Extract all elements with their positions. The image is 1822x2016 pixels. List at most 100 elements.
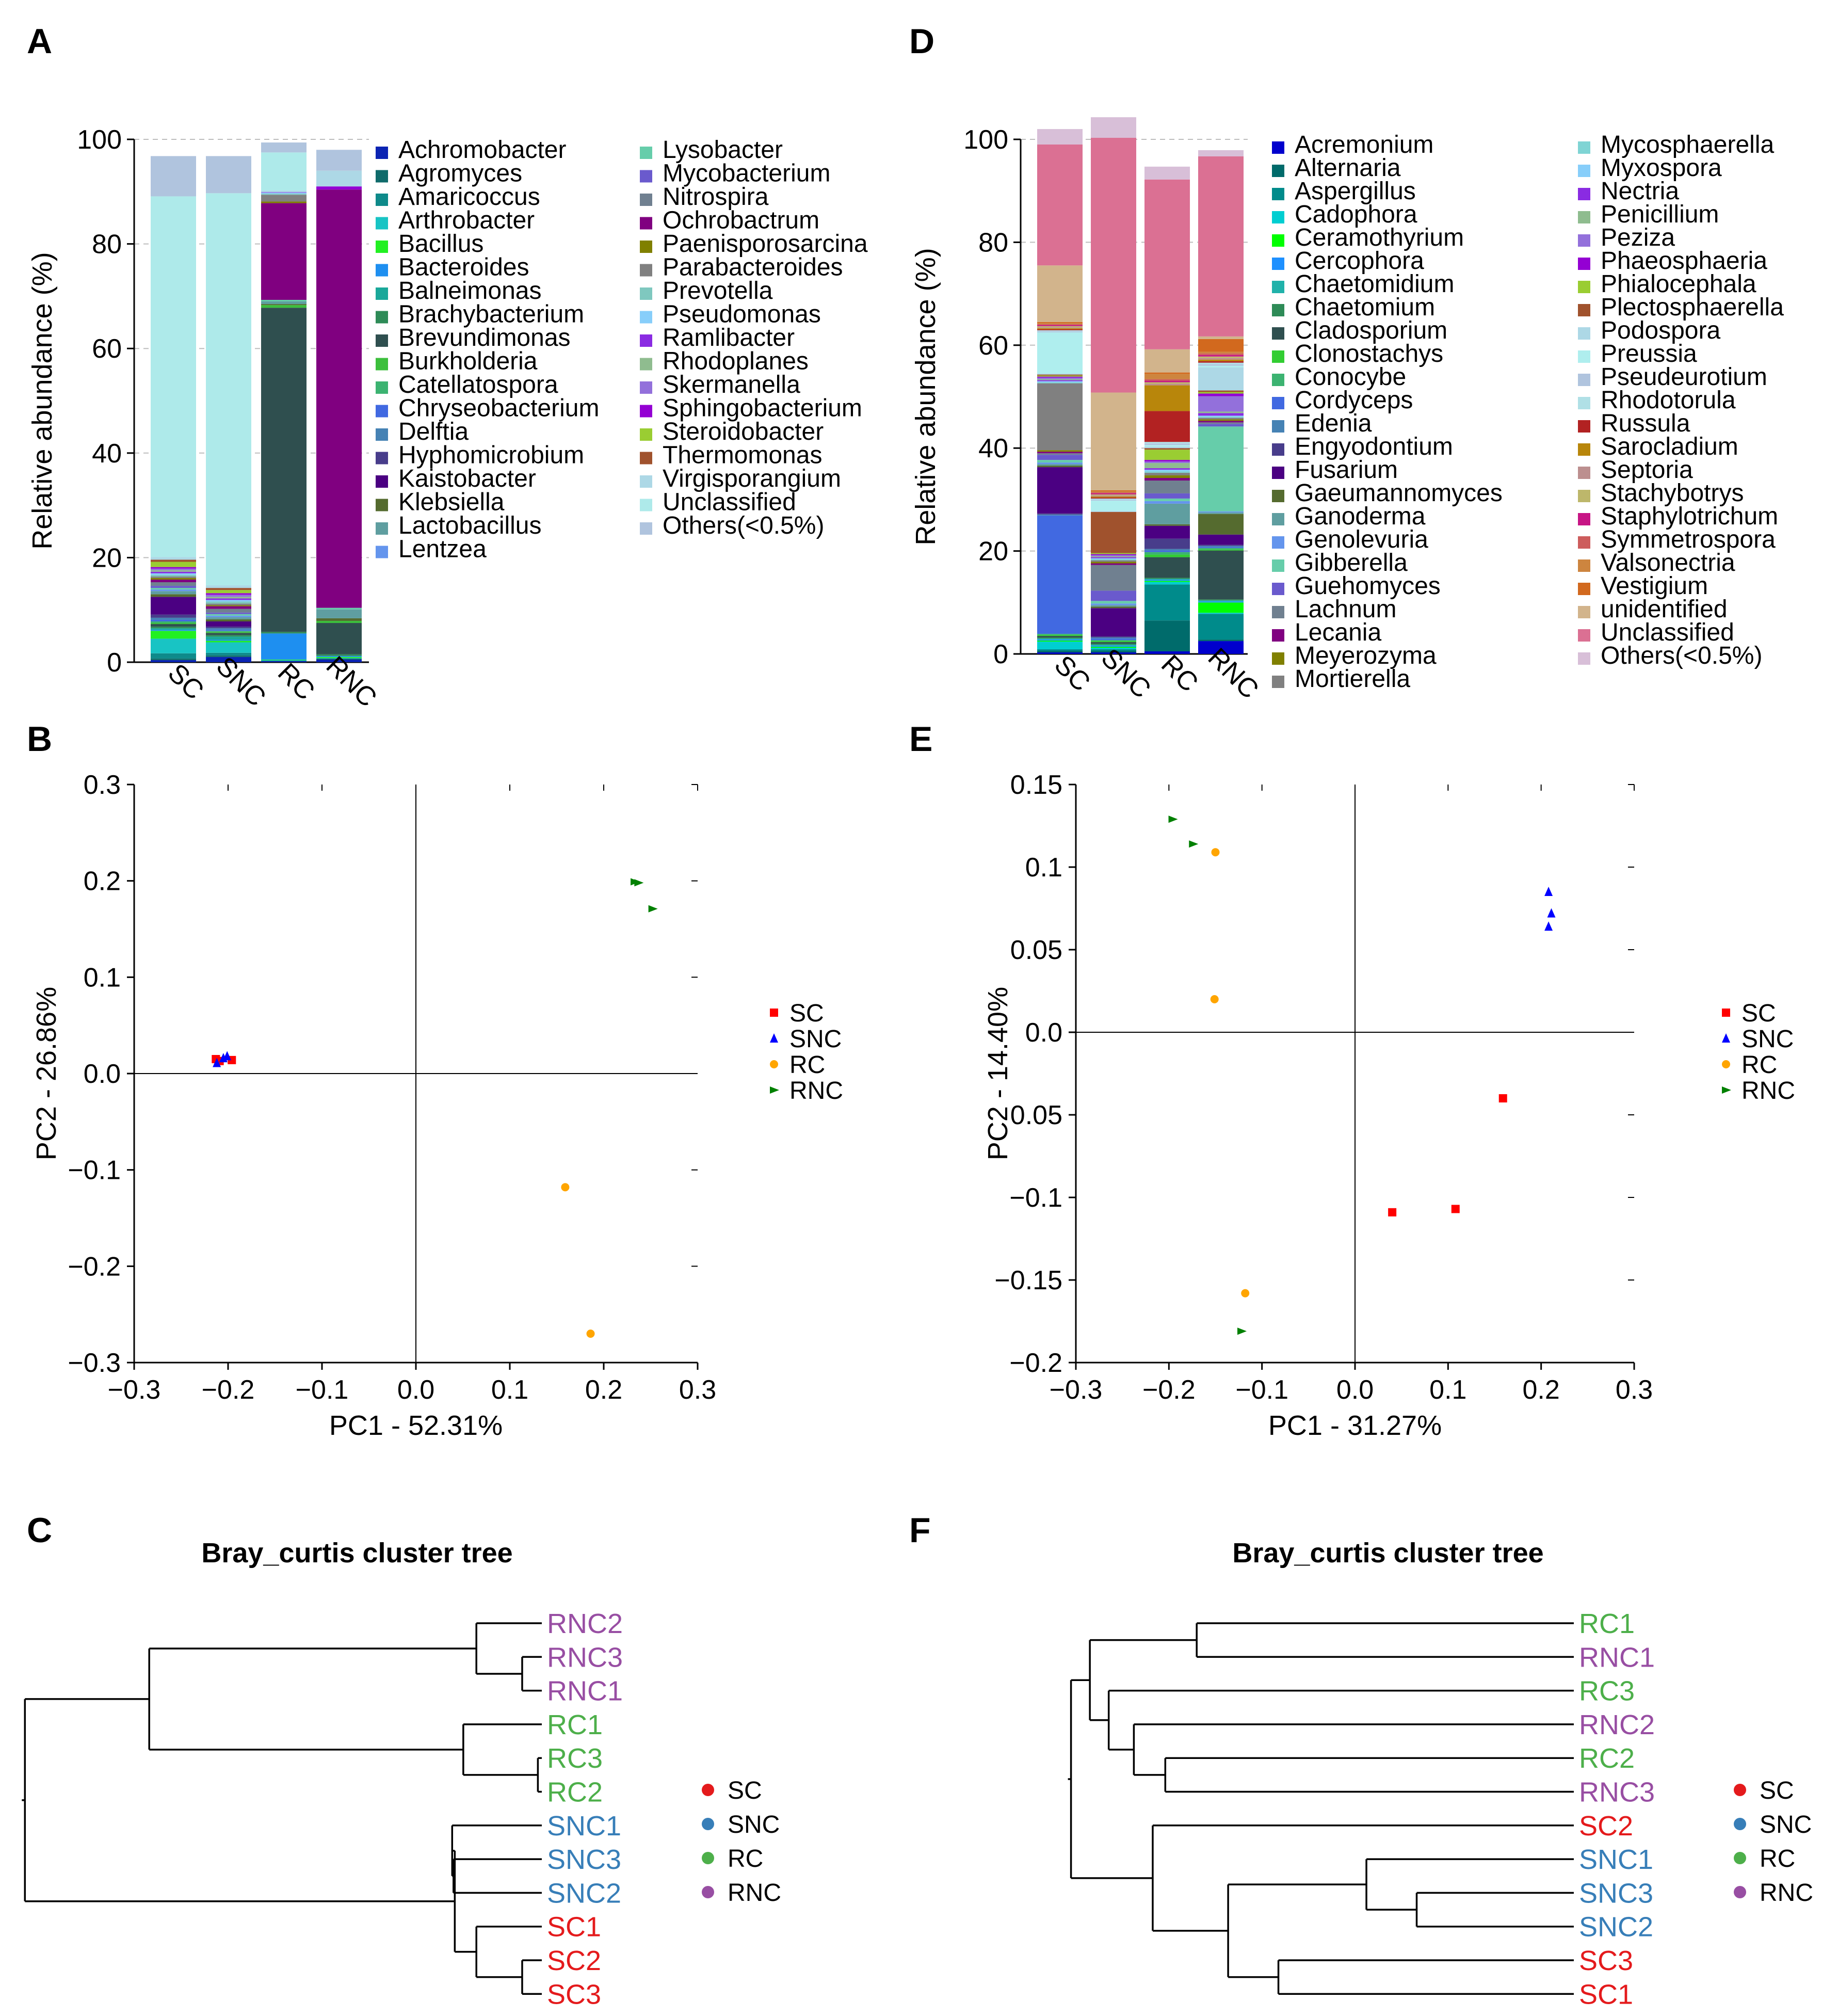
bar-segment-rnc-achromobacter [316, 659, 362, 662]
legend-swatch-cercophora [1272, 258, 1284, 270]
x-tick-label: 0.0 [1336, 1375, 1374, 1405]
bar-segment-rc-cercophora [1144, 580, 1190, 581]
bar-segment-rnc-acremonium [1198, 641, 1244, 654]
bar-segment-sc-unidentified [1037, 265, 1083, 322]
y-tick-label: 0.1 [1025, 853, 1062, 883]
leaf-label-snc3: SNC3 [547, 1844, 621, 1875]
bar-segment-rnc-mycosphaerella [1198, 417, 1244, 418]
legend-swatch-meyerozyma [1272, 652, 1284, 665]
legend-swatch-bacillus [376, 241, 388, 253]
legend-label-guehomyces: Guehomyces [1295, 572, 1441, 600]
bar-segment-snc-hyphomicrobium [206, 627, 251, 629]
leaf-label-snc1: SNC1 [547, 1811, 621, 1842]
legend-label-prevotella: Prevotella [663, 277, 773, 305]
legend-label-bacillus: Bacillus [398, 230, 483, 258]
legend-swatch-cladosporium [1272, 327, 1284, 340]
legend-swatch-penicillium [1578, 211, 1590, 223]
legend-label-alternaria: Alternaria [1295, 154, 1401, 182]
panel-f-cluster-tree: RC1RNC1RC3RNC2RC2RNC3SC2SNC1SNC3SNC2SC3S… [1068, 1538, 1813, 2010]
bar-segment-sc-prevotella [151, 574, 196, 577]
bar-segment-rc-ramlibacter [261, 192, 307, 193]
bar-segment-sc-phaeosphaeria [1037, 376, 1083, 378]
legend-marker-rc [770, 1060, 778, 1068]
leaf-label-snc2: SNC2 [547, 1878, 621, 1909]
legend-label-snc: SNC [1742, 1026, 1794, 1053]
x-tick-label: −0.2 [202, 1375, 255, 1405]
bar-segment-rnc-fusarium [1198, 534, 1244, 545]
y-tick-label: 0.1 [84, 963, 121, 993]
bar-segment-sc-ganoderma [1037, 464, 1083, 466]
legend-swatch-alternaria [1272, 165, 1284, 177]
y-tick-label: 0.05 [1010, 1100, 1062, 1130]
legend-swatch-phaeosphaeria [1578, 258, 1590, 270]
bar-segment-snc-arthrobacter [206, 642, 251, 653]
legend-swatch-stachybotrys [1578, 490, 1590, 502]
bar-segment-rnc-conocybe [1198, 548, 1244, 550]
legend-label-snc: SNC [789, 1026, 842, 1053]
bar-segment-snc-skermanella [206, 595, 251, 597]
bar-segment-rnc-others-0-5 [1198, 150, 1244, 156]
legend-swatch-balneimonas [376, 287, 388, 300]
leaf-label-rnc1: RNC1 [547, 1676, 623, 1707]
bar-segment-rnc-brachybacterium [316, 654, 362, 656]
bar-segment-rnc-ochrobactrum [316, 189, 362, 608]
leaf-label-rnc3: RNC3 [1579, 1777, 1655, 1808]
legend-label-rc: RC [728, 1845, 763, 1873]
legend-label-sarocladium: Sarocladium [1601, 433, 1738, 460]
legend-label-rnc: RNC [1742, 1077, 1795, 1105]
legend-dot-sc [702, 1784, 714, 1796]
legend-swatch-gaeumannomyces [1272, 490, 1284, 502]
legend-marker-snc [770, 1033, 778, 1043]
bar-segment-snc-ochrobactrum [206, 606, 251, 609]
leaf-label-sc3: SC3 [547, 1979, 601, 2010]
y-tick-label: 80 [978, 228, 1008, 258]
bar-segment-rc-cordyceps [1144, 550, 1190, 552]
bar-segment-snc-myxospora [1091, 558, 1136, 559]
bar-segment-rc-paenisporosarcina [261, 201, 307, 203]
legend-swatch-parabacteroides [640, 264, 652, 277]
legend-label-sphingobacterium: Sphingobacterium [663, 395, 862, 422]
bar-segment-rnc-clonostachys [1198, 549, 1244, 551]
bar-segment-sc-edenia [1037, 514, 1083, 516]
bar-segment-rc-penicillium [1144, 463, 1190, 469]
legend-label-rhodoplanes: Rhodoplanes [663, 348, 809, 375]
bar-segment-snc-rhodotorula [1091, 498, 1136, 500]
bar-segment-sc-sphingobacterium [151, 567, 196, 569]
legend-swatch-unclassified [640, 499, 652, 511]
leaf-label-sc1: SC1 [547, 1912, 601, 1943]
bar-segment-rc-podospora [1144, 446, 1190, 449]
data-point-rnc [1189, 840, 1199, 848]
legend-swatch-nectria [1578, 188, 1590, 200]
legend-swatch-aspergillus [1272, 188, 1284, 200]
bar-segment-rnc-brevundimonas [316, 623, 362, 654]
legend-label-genolevuria: Genolevuria [1295, 526, 1428, 553]
bar-segment-snc-gibberella [1091, 601, 1136, 604]
bar-segment-snc-fusarium [1091, 608, 1136, 637]
legend-swatch-virgisporangium [640, 475, 652, 488]
legend-label-phaeosphaeria: Phaeosphaeria [1601, 247, 1767, 275]
bar-segment-sc-vestigium [1037, 322, 1083, 323]
legend-label-mortierella: Mortierella [1295, 665, 1410, 693]
y-axis-label: Relative abundance (%) [27, 252, 58, 549]
bar-segment-rnc-ceramothyrium [1198, 602, 1244, 613]
legend-dot-rc [702, 1852, 714, 1864]
x-tick-label: 0.2 [1523, 1375, 1560, 1405]
bar-segment-sc-podospora [1037, 373, 1083, 375]
bar-segment-rc-gaeumannomyces [1144, 524, 1190, 526]
panel-label-f: F [909, 1511, 931, 1550]
data-point-rnc [634, 879, 644, 887]
bar-segment-rnc-edenia [1198, 546, 1244, 547]
leaf-label-sc3: SC3 [1579, 1945, 1633, 1976]
leaf-label-rnc2: RNC2 [547, 1608, 623, 1639]
legend-swatch-cadophora [1272, 211, 1284, 223]
bar-segment-snc-unclassified [206, 193, 251, 586]
legend-swatch-gibberella [1272, 559, 1284, 572]
bar-segment-sc-symmetrospora [1037, 324, 1083, 325]
bar-segment-rnc-symmetrospora [1198, 353, 1244, 355]
bar-segment-rc-pseudeurotium [1144, 443, 1190, 445]
bar-segment-rc-virgisporangium [261, 190, 307, 193]
bar-segment-rnc-stachybotrys [1198, 356, 1244, 358]
bar-segment-rc-alternaria [1144, 620, 1190, 652]
bar-segment-snc-clonostachys [1091, 641, 1136, 643]
